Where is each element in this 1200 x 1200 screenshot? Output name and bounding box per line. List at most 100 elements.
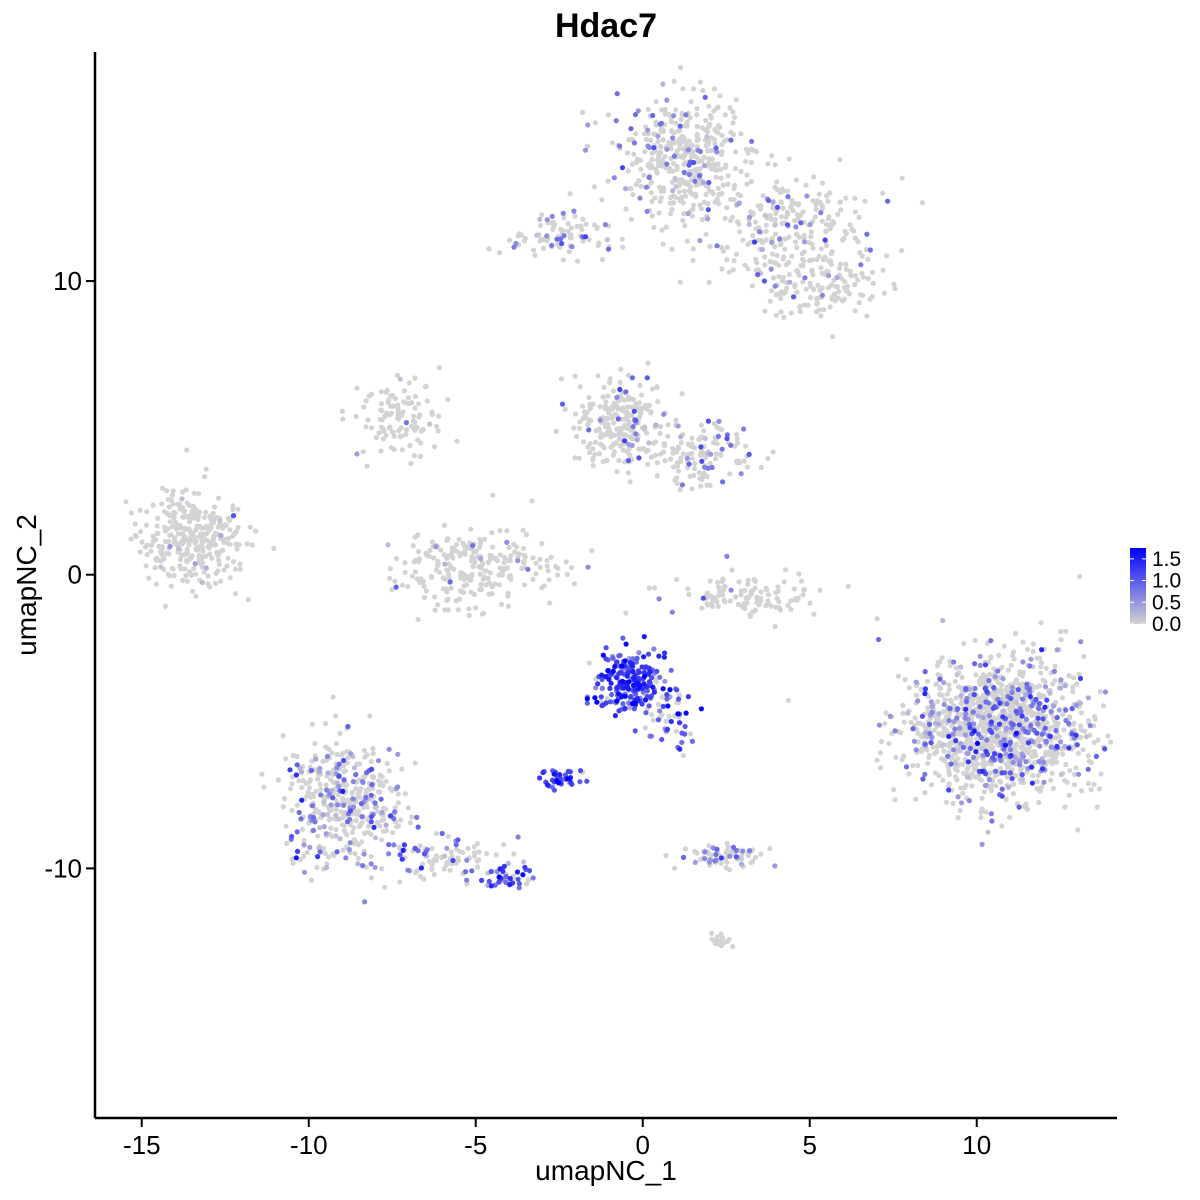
cell-point	[919, 746, 925, 752]
cell-point	[526, 868, 533, 874]
cell-point	[1005, 784, 1012, 790]
cell-point	[227, 575, 233, 581]
cell-point	[1096, 786, 1103, 792]
cell-point	[707, 482, 713, 489]
cell-point	[744, 172, 750, 178]
cell-point	[715, 104, 721, 110]
cell-point	[1000, 676, 1006, 682]
cell-point	[283, 823, 289, 829]
cell-point	[675, 711, 681, 717]
cell-point	[681, 135, 687, 141]
cell-point	[374, 819, 380, 825]
cell-point	[928, 699, 935, 705]
cell-point	[661, 441, 667, 447]
cell-point	[679, 391, 685, 397]
cell-point	[1036, 799, 1042, 806]
cell-point	[892, 797, 898, 803]
cell-point	[525, 566, 531, 572]
cell-point	[587, 405, 594, 411]
cell-point	[311, 810, 317, 817]
cell-point	[714, 243, 720, 249]
cell-point	[1005, 667, 1012, 673]
cell-point	[685, 451, 691, 457]
cell-point	[858, 262, 864, 268]
cell-point	[1043, 738, 1049, 744]
cell-point	[1105, 733, 1111, 739]
cell-point	[367, 713, 373, 719]
cell-point	[720, 182, 726, 188]
cell-point	[1010, 722, 1016, 728]
cell-point	[433, 544, 439, 550]
cell-point	[676, 696, 682, 702]
cell-point	[132, 532, 138, 539]
cell-point	[1093, 753, 1099, 760]
cell-point	[805, 302, 811, 308]
cell-point	[1016, 804, 1022, 810]
cell-point	[341, 802, 347, 808]
cell-point	[458, 570, 464, 576]
cell-point	[677, 486, 683, 493]
cell-point	[906, 685, 912, 691]
cell-point	[590, 462, 596, 469]
cell-point	[544, 557, 550, 564]
cell-point	[445, 572, 451, 578]
cell-point	[731, 186, 737, 192]
cell-point	[719, 446, 725, 452]
cell-point	[954, 731, 960, 737]
cell-point	[205, 573, 211, 579]
cell-point	[687, 184, 694, 190]
cell-point	[976, 678, 982, 684]
cell-point	[582, 413, 589, 419]
cell-point	[705, 216, 711, 222]
cell-point	[625, 470, 631, 476]
cell-point	[782, 289, 788, 295]
cell-point	[650, 684, 656, 690]
x-axis-ticks: -15 -10 -5 0 5 10	[123, 1118, 991, 1160]
cell-point	[636, 669, 642, 676]
cell-point	[301, 869, 308, 875]
cell-point	[577, 419, 583, 425]
cell-point	[289, 856, 295, 862]
cell-point	[797, 303, 803, 309]
cell-point	[394, 372, 401, 378]
cell-point	[561, 233, 567, 239]
cell-point	[626, 441, 632, 447]
cell-point	[215, 568, 221, 574]
cell-point	[1067, 768, 1073, 774]
cell-point	[958, 800, 965, 806]
cell-point	[396, 844, 402, 850]
cell-point	[607, 685, 613, 692]
cell-point	[317, 825, 323, 831]
cell-point	[1019, 772, 1025, 778]
cell-point	[950, 703, 957, 709]
cell-point	[997, 778, 1003, 784]
cell-point	[792, 239, 799, 245]
cell-point	[654, 385, 660, 391]
cell-point	[415, 824, 421, 830]
cell-point	[976, 775, 982, 782]
cell-point	[635, 108, 641, 114]
cell-point	[649, 150, 655, 156]
cell-point	[987, 671, 993, 678]
cell-point	[687, 731, 694, 737]
cell-point	[1071, 771, 1078, 778]
cell-point	[679, 482, 686, 488]
cell-point	[789, 200, 795, 206]
cell-point	[928, 740, 934, 746]
cell-point	[960, 744, 967, 751]
cell-point	[655, 717, 662, 723]
cell-point	[719, 244, 725, 250]
cell-point	[757, 597, 763, 603]
cell-point	[605, 668, 611, 674]
cell-point	[671, 130, 677, 136]
cell-point	[961, 641, 967, 647]
cell-point	[686, 591, 692, 598]
cell-point	[619, 663, 625, 669]
cell-point	[179, 531, 186, 537]
cell-point	[391, 842, 397, 848]
cell-point	[486, 591, 492, 597]
cell-point	[479, 877, 485, 884]
cell-point	[989, 735, 995, 741]
cell-point	[465, 544, 471, 550]
cell-point	[922, 669, 928, 675]
